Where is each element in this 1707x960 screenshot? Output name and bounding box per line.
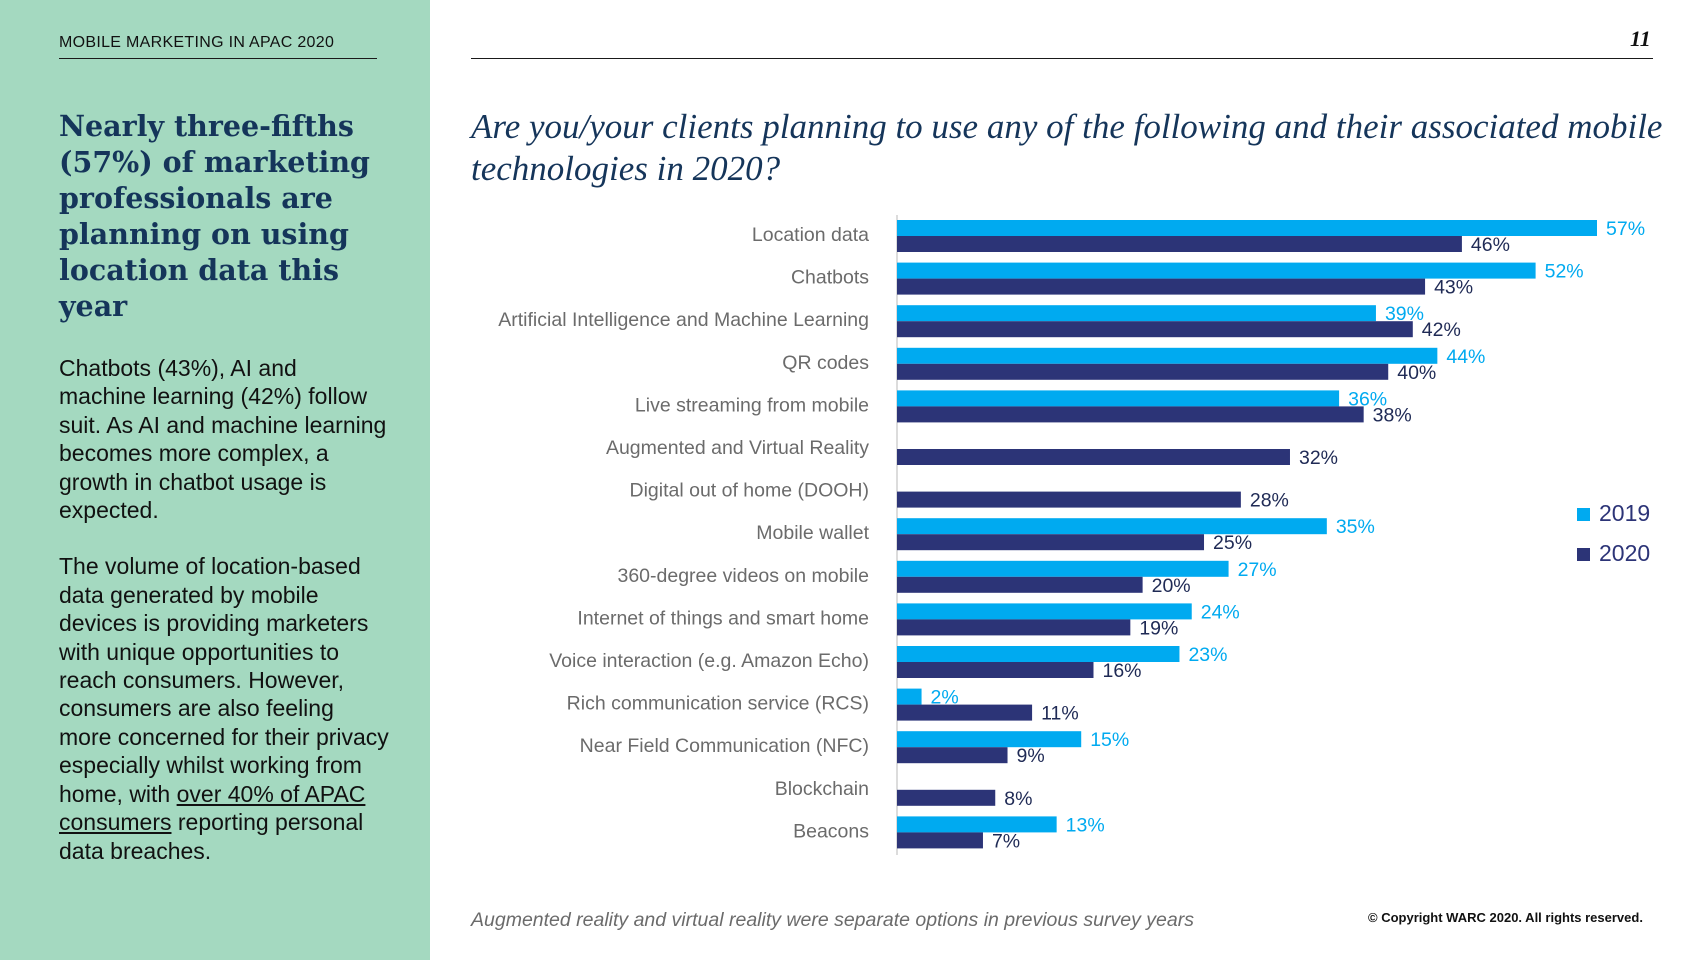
bar-2019 [897,220,1597,236]
data-label-2020: 42% [1422,319,1461,341]
data-label-2019: 57% [1606,218,1645,240]
bar-2019 [897,646,1180,662]
report-kicker: MOBILE MARKETING IN APAC 2020 [59,34,377,59]
bar-2019 [897,560,1229,577]
data-label-2020: 25% [1213,532,1252,554]
bar-2020 [897,789,996,806]
legend-label-2020: 2020 [1599,540,1650,566]
category-label: Rich communication service (RCS) [567,693,869,715]
category-label: Near Field Communication (NFC) [580,735,869,757]
category-label: Artificial Intelligence and Machine Lear… [498,309,869,331]
bar-2019 [897,347,1438,364]
data-label-2020: 32% [1299,447,1338,469]
bar-2020 [897,747,1008,764]
data-label-2019: 27% [1238,559,1277,581]
bar-2020 [897,619,1131,636]
bar-2020 [897,576,1143,593]
copyright-notice: © Copyright WARC 2020. All rights reserv… [1368,910,1643,925]
chart-footnote: Augmented reality and virtual reality we… [471,909,1194,931]
bar-2020 [897,278,1426,295]
bar-2020 [897,832,983,849]
paragraph-2-text-start: The volume of location-based data genera… [59,553,389,807]
data-label-2020: 38% [1373,404,1412,426]
data-label-2020: 11% [1041,703,1079,725]
category-label: Voice interaction (e.g. Amazon Echo) [549,650,869,672]
data-label-2019: 13% [1066,814,1105,836]
bar-2019 [897,262,1536,279]
bar-2020 [897,491,1241,508]
category-label: Location data [752,224,869,246]
category-label: 360-degree videos on mobile [617,565,869,587]
sidebar-headline: Nearly three-fifths (57%) of marketing p… [59,109,370,323]
data-label-2020: 20% [1152,575,1191,597]
bar-2019 [897,603,1192,620]
sidebar-body: Chatbots (43%), AI and machine learning … [59,354,389,893]
legend-swatch-2020 [1577,548,1590,561]
data-label-2020: 43% [1434,277,1473,299]
data-label-2019: 35% [1336,516,1375,538]
data-label-2019: 44% [1446,346,1485,368]
legend-label-2019: 2019 [1599,500,1650,526]
category-label: Beacons [793,820,869,842]
category-label: QR codes [782,352,869,374]
bar-2019 [897,390,1340,407]
sidebar-paragraph-2: The volume of location-based data genera… [59,552,389,864]
category-label: Internet of things and smart home [577,607,869,629]
category-label: Digital out of home (DOOH) [630,480,870,502]
data-label-2019: 36% [1348,388,1387,410]
bar-2019 [897,518,1327,535]
bar-2020 [897,534,1205,551]
data-label-2019: 24% [1201,601,1240,623]
data-label-2019: 2% [931,687,959,709]
bar-2020 [897,449,1290,465]
data-label-2019: 52% [1545,261,1584,283]
data-label-2020: 28% [1250,490,1289,512]
bar-2019 [897,305,1376,322]
data-label-2020: 46% [1471,234,1510,256]
bar-2020 [897,662,1094,678]
bar-2020 [897,704,1033,721]
bar-2020 [897,406,1364,423]
data-label-2020: 9% [1017,745,1045,767]
category-label: Mobile wallet [756,522,869,544]
apac-consumers-link[interactable]: over 40% of APAC consumers [59,780,366,836]
data-label-2020: 8% [1004,788,1032,810]
data-label-2020: 19% [1139,617,1178,639]
sidebar-panel: MOBILE MARKETING IN APAC 2020 Nearly thr… [0,0,430,960]
data-label-2019: 23% [1188,644,1227,666]
page-number: 11 [1630,26,1651,51]
bar-2019 [897,731,1082,748]
data-label-2019: 15% [1090,729,1129,751]
category-label: Chatbots [791,267,869,289]
category-label: Blockchain [775,778,869,800]
paragraph-2-text-end: reporting personal data breaches. [59,809,364,864]
bar-2020 [897,236,1462,252]
category-label: Augmented and Virtual Reality [606,437,869,459]
data-label-2020: 16% [1102,660,1141,682]
data-label-2019: 39% [1385,303,1424,325]
data-label-2020: 7% [992,830,1020,852]
bar-2020 [897,363,1389,380]
category-label: Live streaming from mobile [635,394,869,416]
bar-2019 [897,688,922,705]
bar-2020 [897,321,1413,338]
chart-title: Are you/your clients planning to use any… [471,107,1663,188]
sidebar-paragraph-1: Chatbots (43%), AI and machine learning … [59,355,387,524]
bar-2019 [897,816,1057,833]
legend-swatch-2019 [1577,508,1590,521]
data-label-2020: 40% [1397,362,1436,384]
header-divider [471,58,1653,59]
